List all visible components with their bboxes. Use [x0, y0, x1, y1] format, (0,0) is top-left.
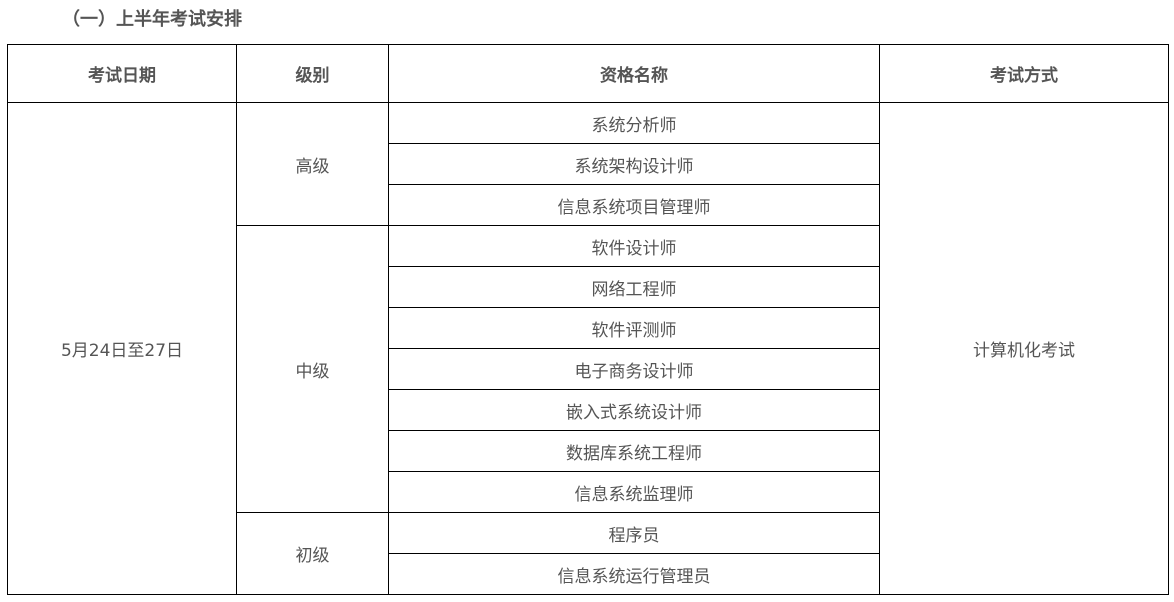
qualification-cell: 信息系统监理师 — [388, 471, 880, 513]
exam-method-cell: 计算机化考试 — [879, 102, 1169, 595]
header-exam-method: 考试方式 — [879, 44, 1169, 103]
header-qualification: 资格名称 — [388, 44, 880, 103]
qualification-cell: 系统架构设计师 — [388, 143, 880, 185]
table-row: 信息系统运行管理员 — [8, 553, 1169, 595]
table-row: 信息系统监理师 — [8, 471, 1169, 513]
header-exam-date: 考试日期 — [7, 44, 237, 103]
qualification-cell: 信息系统项目管理师 — [388, 184, 880, 226]
qualification-cell: 系统分析师 — [388, 102, 880, 144]
qualification-cell: 软件评测师 — [388, 307, 880, 349]
table-row: 数据库系统工程师 — [8, 430, 1169, 472]
qualification-cell: 数据库系统工程师 — [388, 430, 880, 472]
level-cell: 中级 — [236, 225, 389, 513]
table-row: 5月24日至27日 高级 系统分析师 计算机化考试 — [7, 102, 1169, 595]
table-row: 信息系统项目管理师 — [8, 184, 1169, 226]
table-row: 电子商务设计师 — [8, 348, 1169, 390]
table-row: 初级 程序员 — [8, 512, 1169, 595]
qualification-cell: 网络工程师 — [388, 266, 880, 308]
section-title: （一）上半年考试安排 — [62, 9, 242, 30]
exam-date-cell: 5月24日至27日 — [7, 102, 237, 595]
qualification-cell: 电子商务设计师 — [388, 348, 880, 390]
table-row: 软件评测师 — [8, 307, 1169, 349]
qualification-cell: 程序员 — [388, 512, 880, 554]
level-cell: 初级 — [236, 512, 389, 595]
qualification-cell: 信息系统运行管理员 — [388, 553, 880, 595]
table-row: 嵌入式系统设计师 — [8, 389, 1169, 431]
level-cell: 高级 — [236, 102, 389, 226]
header-level: 级别 — [236, 44, 389, 103]
table-header-row: 考试日期 级别 资格名称 考试方式 — [7, 44, 1169, 103]
qualification-cell: 嵌入式系统设计师 — [388, 389, 880, 431]
qualification-cell: 软件设计师 — [388, 225, 880, 267]
table-row: 系统架构设计师 — [8, 143, 1169, 185]
exam-schedule-table: 考试日期 级别 资格名称 考试方式 5月24日至27日 高级 系统分析师 计算机化考试… — [7, 44, 1169, 595]
